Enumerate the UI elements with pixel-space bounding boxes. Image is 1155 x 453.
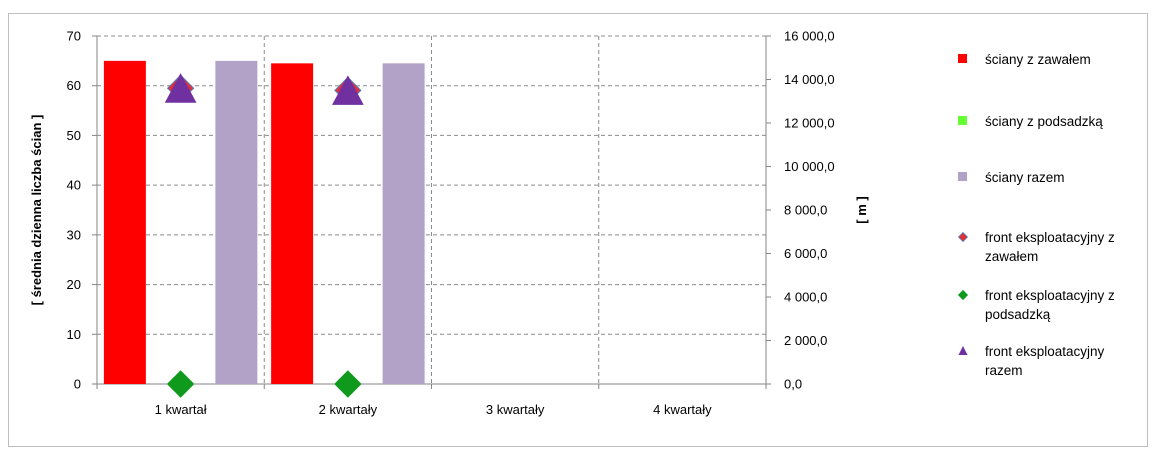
legend-label: ściany razem (985, 170, 1065, 185)
marker-triangle (164, 73, 197, 103)
marker-triangle (332, 75, 364, 105)
marker-diamond (166, 370, 195, 398)
bar-3 (382, 63, 425, 384)
y-left-tick-label: 20 (67, 277, 81, 292)
legend-label: ściany z zawałem (985, 52, 1091, 67)
y-right-tick-label: 16 000,0 (784, 29, 835, 44)
legend-swatch (957, 231, 969, 243)
y-right-axis-title: [ m ] (854, 196, 869, 223)
x-ticks: 1 kwartał 2 kwartały 3 kwartały 4 kwartały (96, 384, 767, 417)
marker-diamond (334, 370, 362, 398)
legend-swatch (958, 172, 967, 181)
legend-item: front eksploatacyjny z podsadzką (957, 288, 1115, 322)
x-tick-label: 3 kwartały (486, 402, 545, 417)
markers (164, 73, 364, 398)
y-right-tick-label: 10 000,0 (784, 159, 835, 174)
bar-1 (271, 63, 314, 384)
y-left-tick-label: 50 (67, 128, 81, 143)
x-tick-label: 4 kwartały (653, 402, 712, 417)
legend-label: front eksploatacyjny razem (985, 344, 1105, 378)
y-left-axis-title: [ średnia dzienna liczba ścian ] (29, 115, 44, 306)
y-right-tick-label: 12 000,0 (784, 116, 835, 131)
bar-1 (103, 60, 146, 384)
y-left-tick-label: 0 (74, 377, 81, 392)
legend-item: ściany z podsadzką (958, 114, 1103, 129)
bar-3 (215, 60, 258, 384)
legend-label: ściany z podsadzką (985, 114, 1103, 129)
y-left-tick-label: 40 (67, 178, 81, 193)
y-right-tick-label: 4 000,0 (784, 290, 827, 305)
legend-item: front eksploatacyjny razem (958, 344, 1105, 378)
y-left-ticks: 0 10 20 30 40 50 60 70 (67, 29, 97, 392)
legend-swatch (958, 116, 967, 125)
legend-swatch (958, 346, 968, 355)
y-right-tick-label: 0,0 (784, 377, 802, 392)
bars (103, 60, 425, 384)
y-left-tick-label: 60 (67, 78, 81, 93)
legend-swatch (957, 289, 969, 301)
y-left-tick-label: 10 (67, 327, 81, 342)
y-right-tick-label: 14 000,0 (784, 72, 835, 87)
legend-item: ściany razem (958, 170, 1065, 185)
y-left-tick-label: 70 (67, 29, 81, 44)
x-tick-label: 1 kwartał (155, 402, 207, 417)
y-right-ticks: 0,0 2 000,0 4 000,0 6 000,0 8 000,0 10 000,0 1… (766, 29, 835, 392)
y-right-tick-label: 6 000,0 (784, 246, 827, 261)
x-tick-label: 2 kwartały (319, 402, 378, 417)
legend-label: front eksploatacyjny z zawałem (985, 230, 1115, 264)
legend-item: front eksploatacyjny z zawałem (957, 230, 1115, 264)
legend: ściany z zawałem ściany z podsadzką ściany… (957, 52, 1115, 378)
legend-swatch (958, 54, 967, 63)
legend-label: front eksploatacyjny z podsadzką (985, 288, 1115, 322)
gridlines (97, 35, 767, 384)
y-left-tick-label: 30 (67, 227, 81, 242)
y-right-tick-label: 8 000,0 (784, 203, 827, 218)
y-right-tick-label: 2 000,0 (784, 333, 827, 348)
legend-item: ściany z zawałem (958, 52, 1091, 67)
